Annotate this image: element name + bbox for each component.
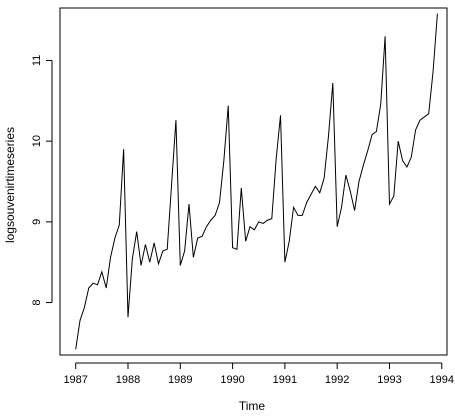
- y-tick-label: 9: [31, 219, 43, 225]
- x-tick-label: 1987: [63, 374, 87, 386]
- x-tick-label: 1994: [430, 374, 454, 386]
- x-axis-title: Time: [239, 399, 266, 413]
- y-axis: 8 9 10 11: [31, 55, 53, 306]
- x-tick-label: 1989: [168, 374, 192, 386]
- x-tick-label: 1991: [273, 374, 297, 386]
- y-axis-title: logsouvenirtimeseries: [3, 127, 17, 243]
- y-tick-label: 8: [31, 299, 43, 305]
- x-tick-label: 1992: [325, 374, 349, 386]
- x-tick-label: 1988: [116, 374, 140, 386]
- plot-frame: [59, 7, 448, 356]
- series-line: [75, 13, 438, 350]
- y-tick-label: 10: [31, 135, 43, 147]
- x-tick-label: 1990: [220, 374, 244, 386]
- x-axis: 1987 1988 1989 1990 1991 1992 1993 1994: [63, 362, 454, 386]
- x-tick-label: 1993: [377, 374, 401, 386]
- series-layer: [75, 13, 438, 350]
- y-tick-label: 11: [31, 55, 43, 66]
